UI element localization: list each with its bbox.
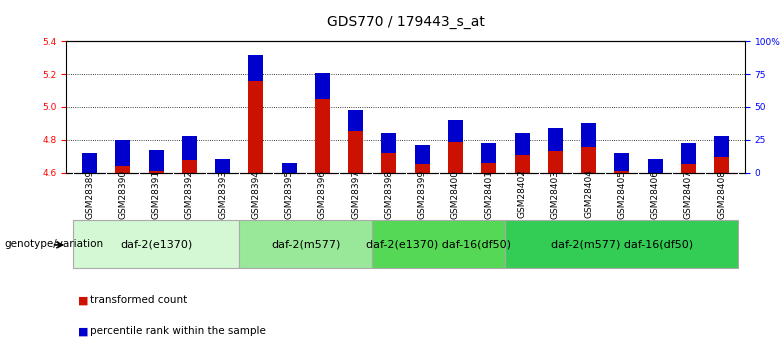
Text: GSM28401: GSM28401 — [484, 169, 493, 219]
Bar — [248, 55, 264, 172]
Text: GSM28406: GSM28406 — [651, 169, 660, 219]
Text: daf-2(e1370): daf-2(e1370) — [120, 239, 192, 249]
Bar — [581, 123, 596, 147]
Text: GSM28407: GSM28407 — [684, 169, 693, 219]
Bar — [415, 145, 430, 172]
Text: GSM28402: GSM28402 — [517, 170, 526, 218]
Text: GSM28390: GSM28390 — [119, 169, 127, 219]
Text: daf-2(m577) daf-16(df50): daf-2(m577) daf-16(df50) — [551, 239, 693, 249]
Text: GSM28392: GSM28392 — [185, 169, 194, 219]
Bar — [73, 220, 239, 268]
Bar — [315, 72, 330, 172]
Text: GSM28398: GSM28398 — [385, 169, 393, 219]
Text: transformed count: transformed count — [90, 295, 187, 305]
Text: ■: ■ — [78, 326, 88, 336]
Text: GSM28396: GSM28396 — [318, 169, 327, 219]
Text: GDS770 / 179443_s_at: GDS770 / 179443_s_at — [327, 16, 484, 29]
Bar — [415, 145, 430, 164]
Bar — [82, 153, 97, 172]
Text: GSM28404: GSM28404 — [584, 170, 593, 218]
Bar — [448, 120, 463, 142]
Text: GSM28405: GSM28405 — [617, 169, 626, 219]
Bar — [372, 220, 505, 268]
Bar — [248, 55, 264, 81]
Text: GSM28393: GSM28393 — [218, 169, 227, 219]
Bar — [515, 133, 530, 172]
Bar — [448, 120, 463, 172]
Bar — [581, 124, 596, 172]
Bar — [548, 128, 563, 172]
Bar — [182, 137, 197, 172]
Bar — [348, 110, 363, 131]
Bar — [481, 143, 496, 163]
Bar — [681, 143, 696, 164]
Bar — [714, 136, 729, 157]
Bar — [239, 220, 372, 268]
Bar — [82, 153, 97, 172]
Bar — [282, 163, 296, 172]
Bar — [515, 133, 530, 156]
Bar — [481, 143, 496, 172]
Bar — [647, 159, 662, 172]
Text: GSM28399: GSM28399 — [418, 169, 427, 219]
Text: GSM28408: GSM28408 — [717, 169, 726, 219]
Text: daf-2(m577): daf-2(m577) — [271, 239, 341, 249]
Text: daf-2(e1370) daf-16(df50): daf-2(e1370) daf-16(df50) — [367, 239, 512, 249]
Bar — [315, 72, 330, 99]
Text: GSM28391: GSM28391 — [151, 169, 161, 219]
Text: genotype/variation: genotype/variation — [4, 239, 103, 249]
Bar — [681, 143, 696, 172]
Bar — [381, 133, 396, 172]
Bar — [215, 159, 230, 178]
Bar — [282, 162, 296, 182]
Text: GSM28394: GSM28394 — [251, 169, 261, 219]
Bar — [115, 140, 130, 172]
Text: ■: ■ — [78, 295, 88, 305]
Bar — [714, 137, 729, 172]
Text: GSM28389: GSM28389 — [85, 169, 94, 219]
Bar — [115, 140, 130, 166]
Bar — [548, 128, 563, 150]
Text: percentile rank within the sample: percentile rank within the sample — [90, 326, 265, 336]
Bar — [615, 153, 629, 172]
Text: GSM28397: GSM28397 — [351, 169, 360, 219]
Text: GSM28395: GSM28395 — [285, 169, 294, 219]
Bar — [647, 159, 662, 179]
Bar — [615, 153, 629, 171]
Text: GSM28403: GSM28403 — [551, 169, 560, 219]
Bar — [215, 159, 230, 172]
Bar — [348, 110, 363, 172]
Bar — [381, 133, 396, 153]
Text: GSM28400: GSM28400 — [451, 169, 460, 219]
Bar — [182, 136, 197, 160]
Bar — [149, 150, 164, 172]
Bar — [149, 150, 164, 170]
Bar — [505, 220, 738, 268]
